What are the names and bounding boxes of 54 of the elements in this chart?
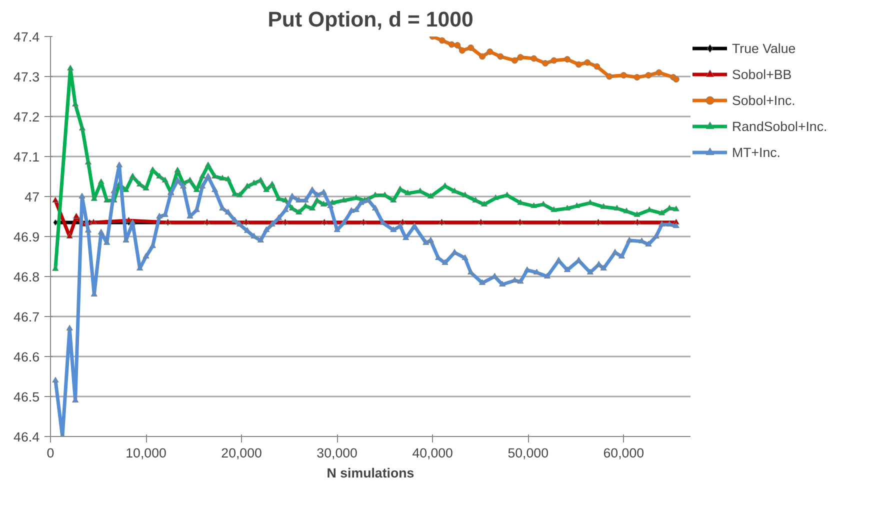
point — [126, 216, 132, 222]
point — [486, 48, 494, 55]
point — [634, 74, 640, 81]
point — [656, 69, 662, 76]
y-tick-label: 47 — [24, 190, 40, 204]
point — [52, 196, 59, 202]
y-tick-label: 46.4 — [14, 430, 40, 444]
x-tick-label: 20,000 — [221, 446, 262, 460]
x-tick-label: 30,000 — [316, 446, 358, 460]
legend-label: MT+Inc. — [732, 144, 781, 160]
point — [53, 219, 58, 226]
legend-label: True Value — [732, 40, 796, 56]
y-tick-label: 47.4 — [14, 30, 40, 44]
point — [511, 57, 518, 64]
legend-label: RandSobol+Inc. — [732, 118, 828, 134]
y-tick-label: 47.1 — [14, 150, 40, 164]
point — [454, 42, 461, 49]
x-tick-label: 50,000 — [508, 446, 548, 460]
point — [564, 56, 571, 63]
point — [468, 44, 474, 51]
y-tick-label: 46.7 — [14, 310, 40, 324]
point — [448, 41, 455, 48]
y-tick-label: 47.2 — [14, 110, 40, 124]
legend-label: Sobol+Inc. — [732, 92, 796, 108]
x-tick-label: 60,000 — [603, 446, 644, 460]
point — [438, 37, 446, 44]
x-tick-label: 0 — [46, 446, 54, 460]
y-tick-label: 47.3 — [14, 70, 40, 84]
point — [594, 63, 600, 70]
point — [672, 76, 680, 83]
point — [479, 53, 486, 60]
point — [584, 59, 591, 66]
point — [73, 212, 80, 218]
point — [575, 61, 582, 68]
y-tick-label: 46.9 — [14, 230, 40, 244]
point — [550, 57, 558, 64]
point — [530, 55, 538, 62]
point — [606, 73, 613, 80]
legend-label: Sobol+BB — [732, 66, 792, 82]
point — [542, 60, 549, 67]
x-tick-label: 40,000 — [412, 446, 453, 460]
point — [517, 54, 524, 61]
x-axis-title: N simulations — [326, 466, 414, 480]
point — [458, 47, 466, 54]
point — [497, 53, 504, 60]
point — [90, 218, 97, 224]
y-tick-label: 46.8 — [14, 270, 40, 284]
x-tick-label: 10,000 — [126, 446, 166, 460]
point — [66, 232, 73, 238]
point — [620, 72, 627, 79]
chart-title: Put Option, d = 1000 — [268, 8, 474, 32]
y-tick-label: 46.6 — [14, 350, 40, 364]
y-tick-label: 46.5 — [14, 390, 40, 404]
point — [645, 72, 652, 79]
